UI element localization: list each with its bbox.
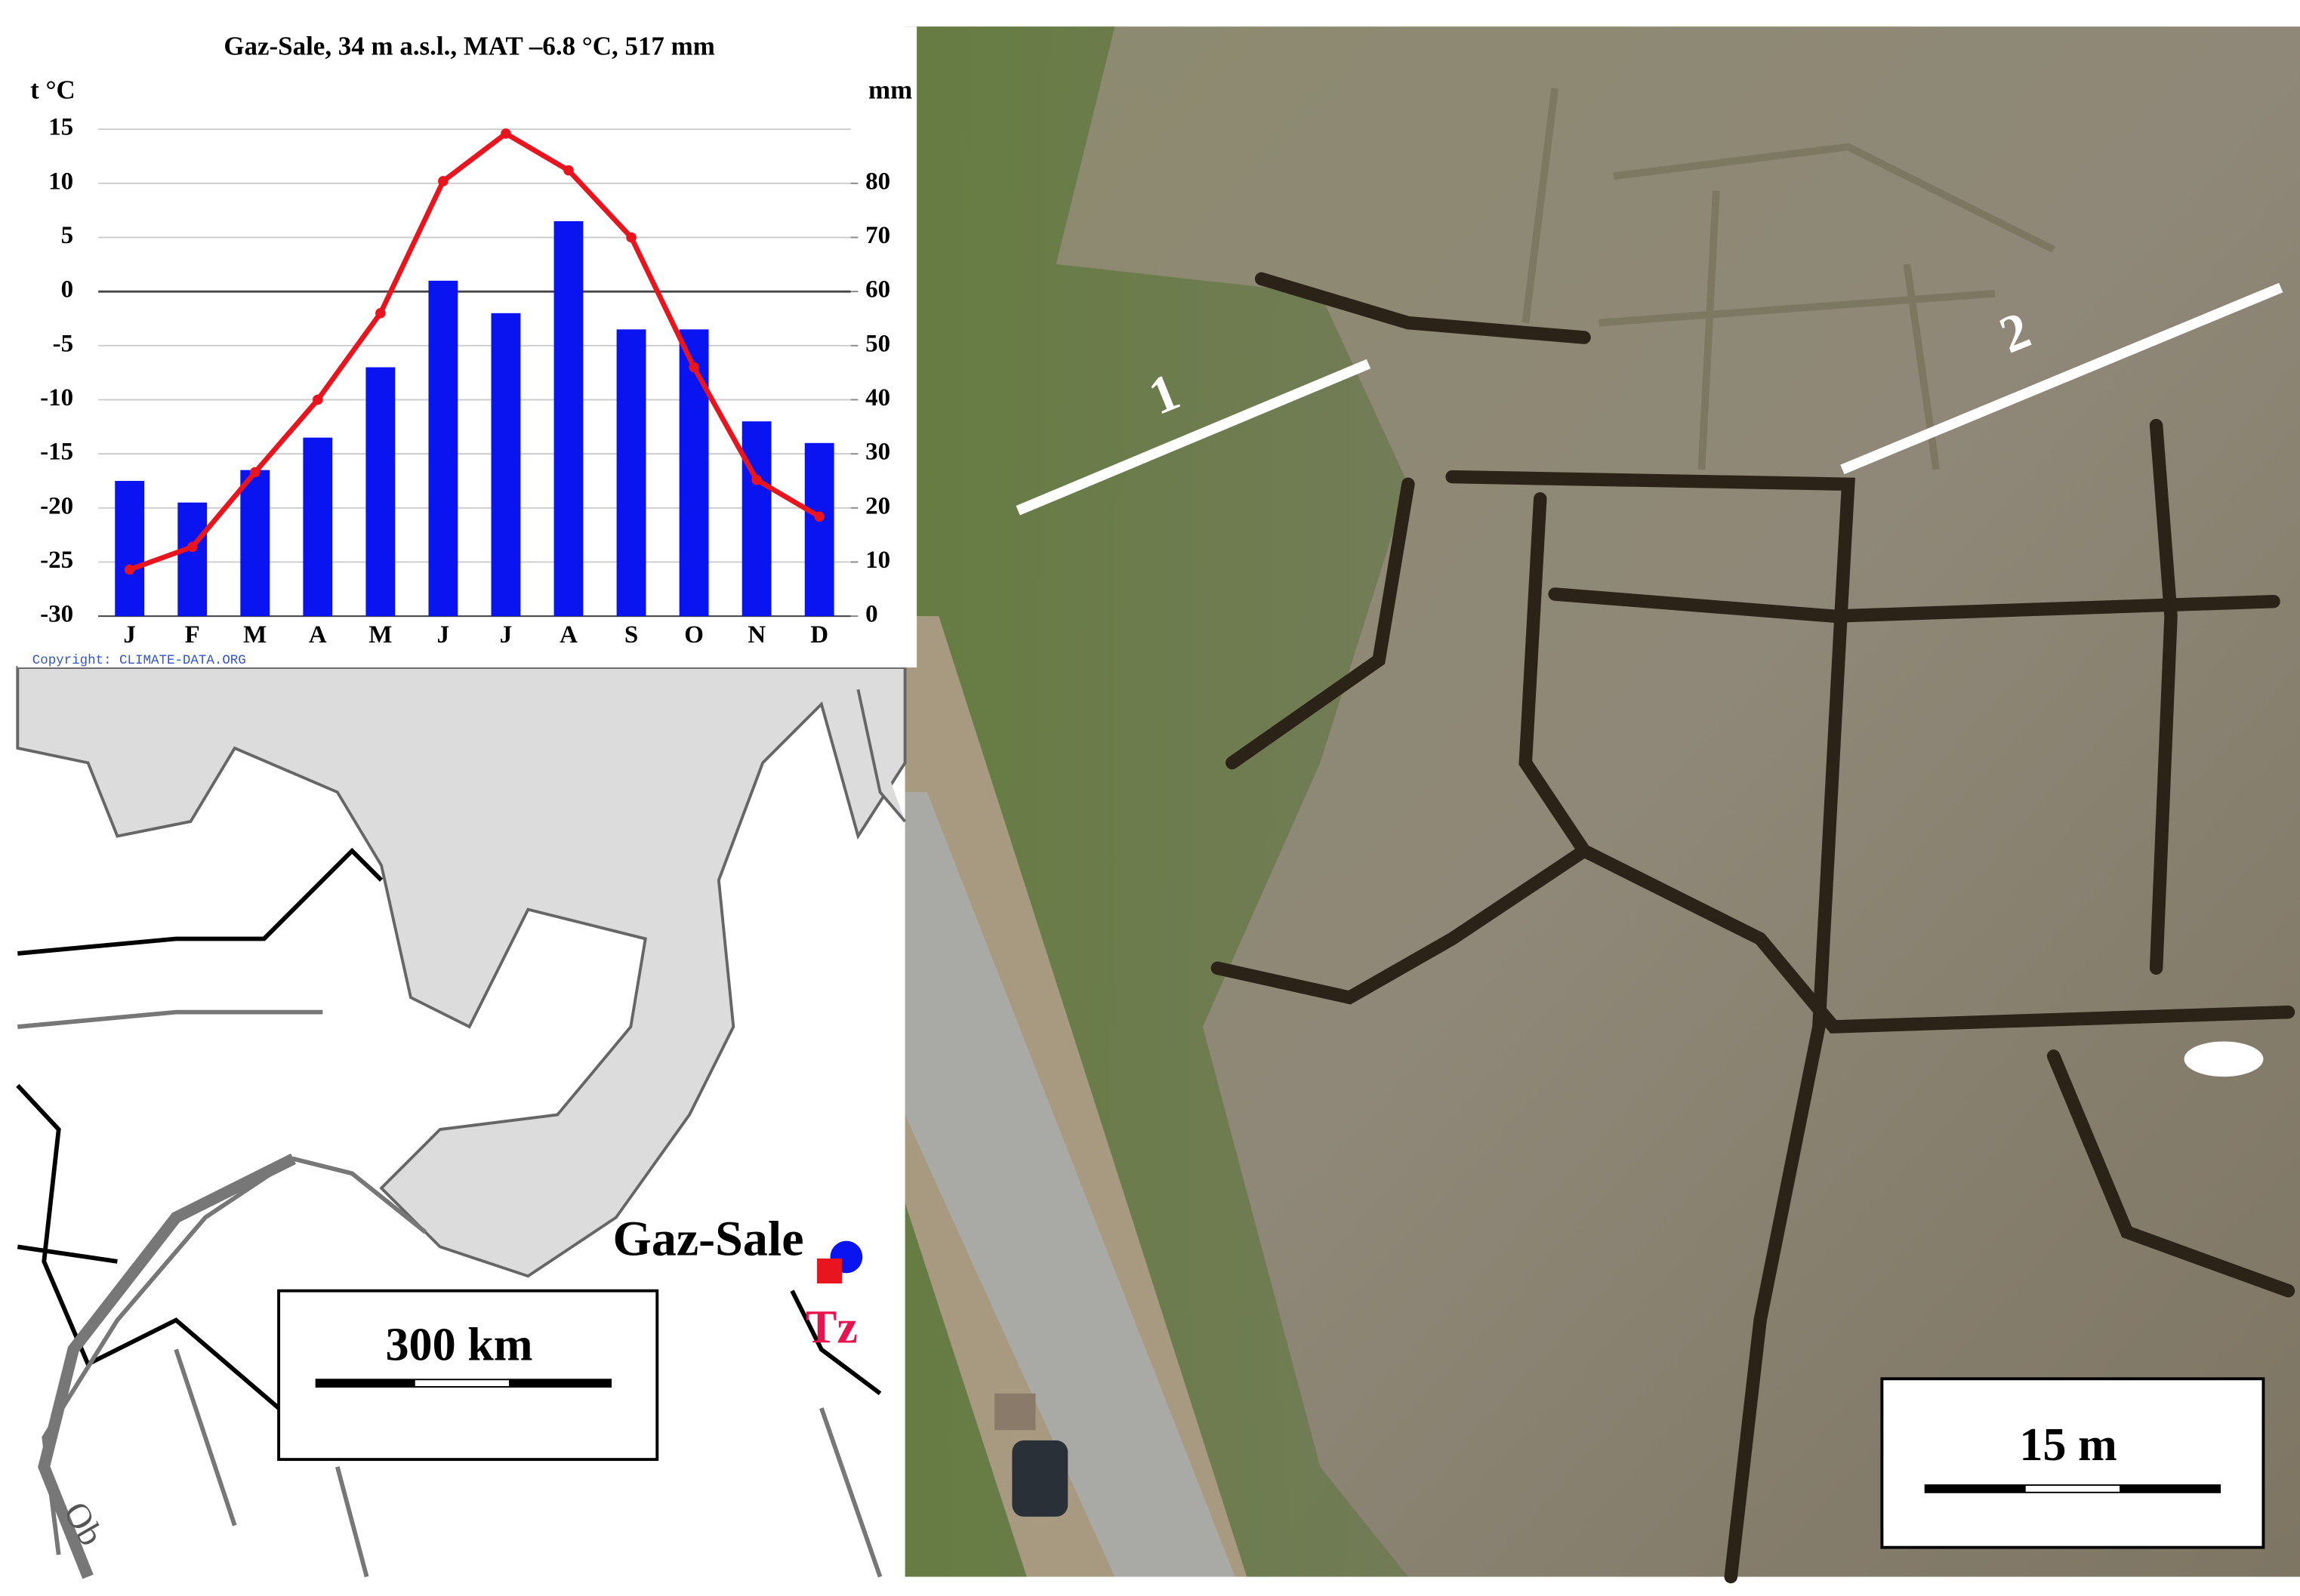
bar bbox=[679, 329, 709, 617]
y2-tick-label: 60 bbox=[865, 276, 890, 303]
x-tick-label: J bbox=[123, 621, 136, 649]
line bbox=[128, 130, 821, 572]
y-tick-label: 0 bbox=[61, 276, 74, 303]
scale-bar-segment bbox=[2025, 1486, 2120, 1492]
x-tick-label: M bbox=[368, 621, 392, 649]
vehicle bbox=[994, 1393, 1036, 1431]
road bbox=[905, 792, 1235, 1577]
line-point bbox=[689, 362, 699, 373]
crack bbox=[1548, 587, 2280, 623]
y-tick-label: -15 bbox=[40, 439, 73, 466]
transect-line bbox=[1016, 359, 1371, 516]
site-label: Tz bbox=[806, 1302, 858, 1353]
y-tick-label: -20 bbox=[40, 492, 73, 519]
crack bbox=[2149, 418, 2178, 975]
line-point bbox=[249, 467, 261, 478]
y-tick-label: 15 bbox=[48, 114, 73, 141]
place-label: Gaz-Sale bbox=[612, 1212, 803, 1267]
y-tick-label: -5 bbox=[53, 330, 74, 357]
x-tick-label: N bbox=[748, 621, 766, 649]
chart-title: Gaz-Sale, 34 m a.s.l., MAT –6.8 °C, 517 … bbox=[224, 31, 715, 60]
y2-tick-label: 0 bbox=[865, 601, 878, 628]
crack bbox=[1518, 491, 2295, 1034]
scale-label: 300 km bbox=[385, 1320, 532, 1371]
crack bbox=[1254, 272, 1591, 344]
y2-tick-label: 80 bbox=[865, 168, 890, 195]
x-tick-label: D bbox=[810, 621, 828, 649]
line-point bbox=[501, 128, 511, 139]
trough bbox=[1522, 88, 2055, 470]
crack bbox=[1445, 470, 1855, 1584]
bar bbox=[741, 421, 772, 617]
x-tick-label: O bbox=[684, 621, 704, 649]
y-axis-label: t °C bbox=[30, 75, 76, 105]
chart-background bbox=[17, 26, 917, 668]
bar bbox=[616, 329, 646, 617]
line-point bbox=[563, 165, 574, 176]
y2-tick-label: 30 bbox=[865, 439, 890, 466]
bar bbox=[491, 313, 521, 617]
bar bbox=[553, 220, 584, 617]
site-marker bbox=[817, 1258, 843, 1284]
x-tick-label: A bbox=[560, 621, 578, 649]
x-tick-label: M bbox=[243, 621, 267, 649]
y-tick-label: -25 bbox=[40, 547, 73, 574]
ice-wedge-cracks bbox=[1210, 272, 2295, 1584]
transect-line bbox=[1840, 282, 2283, 475]
map: Ob Gaz-Sale Tz 300 km bbox=[16, 666, 907, 1579]
bar bbox=[365, 367, 396, 617]
aerial-photo: 1 2 15 m bbox=[905, 26, 2300, 1584]
river bbox=[17, 1009, 883, 1578]
line-point bbox=[814, 511, 825, 522]
source-note: Copyright: CLIMATE-DATA.ORG bbox=[32, 653, 246, 668]
line-point bbox=[187, 541, 198, 553]
y2-tick-label: 50 bbox=[865, 330, 890, 357]
crack bbox=[1226, 477, 1415, 770]
line-point bbox=[124, 564, 135, 575]
crack bbox=[2046, 1049, 2295, 1298]
line-point bbox=[375, 308, 386, 319]
scale-box bbox=[277, 1289, 659, 1462]
crack bbox=[1210, 844, 1591, 1005]
sea bbox=[16, 666, 907, 1278]
line-point bbox=[626, 232, 637, 243]
line-point bbox=[751, 474, 762, 485]
x-tick-label: F bbox=[185, 621, 200, 649]
troughs bbox=[1522, 88, 2055, 470]
y2-tick-label: 70 bbox=[865, 222, 890, 249]
line-point bbox=[313, 394, 323, 405]
bar bbox=[428, 280, 458, 617]
y2-tick-label: 40 bbox=[865, 384, 890, 411]
y-tick-label: 10 bbox=[48, 168, 73, 195]
y2-axis-label: mm bbox=[868, 75, 912, 105]
x-tick-label: J bbox=[437, 621, 450, 649]
y2-tick-label: 10 bbox=[865, 547, 890, 574]
scale-bar-segment bbox=[415, 1380, 510, 1386]
bar bbox=[240, 470, 270, 617]
bar bbox=[804, 442, 834, 617]
x-tick-label: J bbox=[500, 621, 513, 649]
coast bbox=[856, 689, 907, 823]
climate-chart: Gaz-Sale, 34 m a.s.l., MAT –6.8 °C, 517 … bbox=[17, 26, 917, 668]
road-shoulder bbox=[905, 616, 1247, 1577]
scale-label: 15 m bbox=[2019, 1419, 2117, 1471]
y-tick-label: 5 bbox=[61, 222, 74, 249]
y-tick-label: -30 bbox=[40, 601, 73, 628]
scale-box bbox=[1880, 1377, 2265, 1549]
y2-tick-label: 20 bbox=[865, 492, 890, 519]
bar bbox=[115, 480, 145, 617]
x-tick-label: S bbox=[624, 621, 638, 649]
bar bbox=[177, 502, 208, 617]
line-point bbox=[438, 176, 449, 186]
river-ob bbox=[38, 1153, 296, 1579]
vehicle bbox=[1012, 1440, 1068, 1517]
marker bbox=[2184, 1041, 2264, 1077]
bar bbox=[303, 437, 333, 617]
y-tick-label: -10 bbox=[40, 384, 73, 411]
boundary bbox=[16, 847, 882, 1455]
x-tick-label: A bbox=[309, 621, 327, 649]
